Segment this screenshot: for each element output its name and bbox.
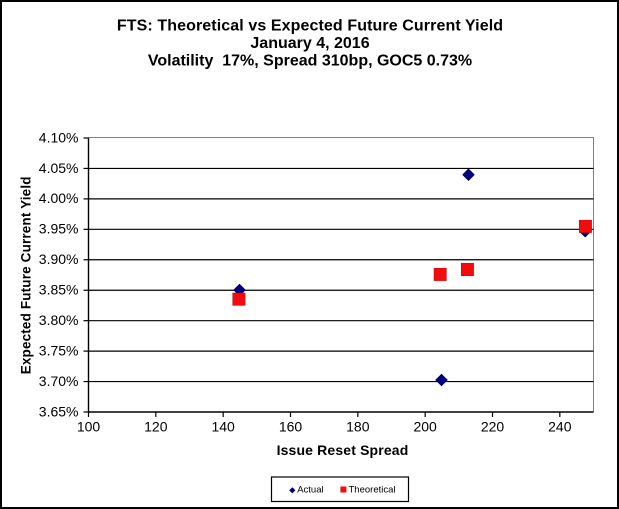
svg-text:4.10%: 4.10% — [39, 129, 79, 145]
svg-text:Actual: Actual — [297, 484, 323, 495]
svg-text:100: 100 — [77, 419, 101, 435]
svg-text:Expected Future Current Yield: Expected Future Current Yield — [19, 176, 34, 374]
svg-text:January 4, 2016: January 4, 2016 — [250, 35, 369, 52]
svg-text:3.80%: 3.80% — [39, 312, 79, 328]
svg-text:3.65%: 3.65% — [39, 403, 79, 419]
svg-text:Volatility 17%, Spread 310bp,: Volatility 17%, Spread 310bp, GOC5 0.73% — [148, 53, 472, 70]
svg-text:4.05%: 4.05% — [39, 160, 79, 176]
svg-text:200: 200 — [413, 419, 437, 435]
svg-text:240: 240 — [548, 419, 572, 435]
svg-text:140: 140 — [211, 419, 235, 435]
svg-text:Theoretical: Theoretical — [349, 484, 396, 495]
svg-text:3.95%: 3.95% — [39, 221, 79, 237]
svg-text:3.90%: 3.90% — [39, 251, 79, 267]
svg-text:180: 180 — [346, 419, 370, 435]
svg-text:3.70%: 3.70% — [39, 373, 79, 389]
svg-text:220: 220 — [481, 419, 505, 435]
svg-text:FTS: Theoretical vs Expected F: FTS: Theoretical vs Expected Future Curr… — [117, 18, 503, 35]
svg-text:3.85%: 3.85% — [39, 282, 79, 298]
svg-text:Issue Reset Spread: Issue Reset Spread — [277, 442, 409, 458]
svg-text:4.00%: 4.00% — [39, 190, 79, 206]
svg-text:160: 160 — [279, 419, 303, 435]
svg-text:120: 120 — [144, 419, 168, 435]
svg-text:3.75%: 3.75% — [39, 343, 79, 359]
